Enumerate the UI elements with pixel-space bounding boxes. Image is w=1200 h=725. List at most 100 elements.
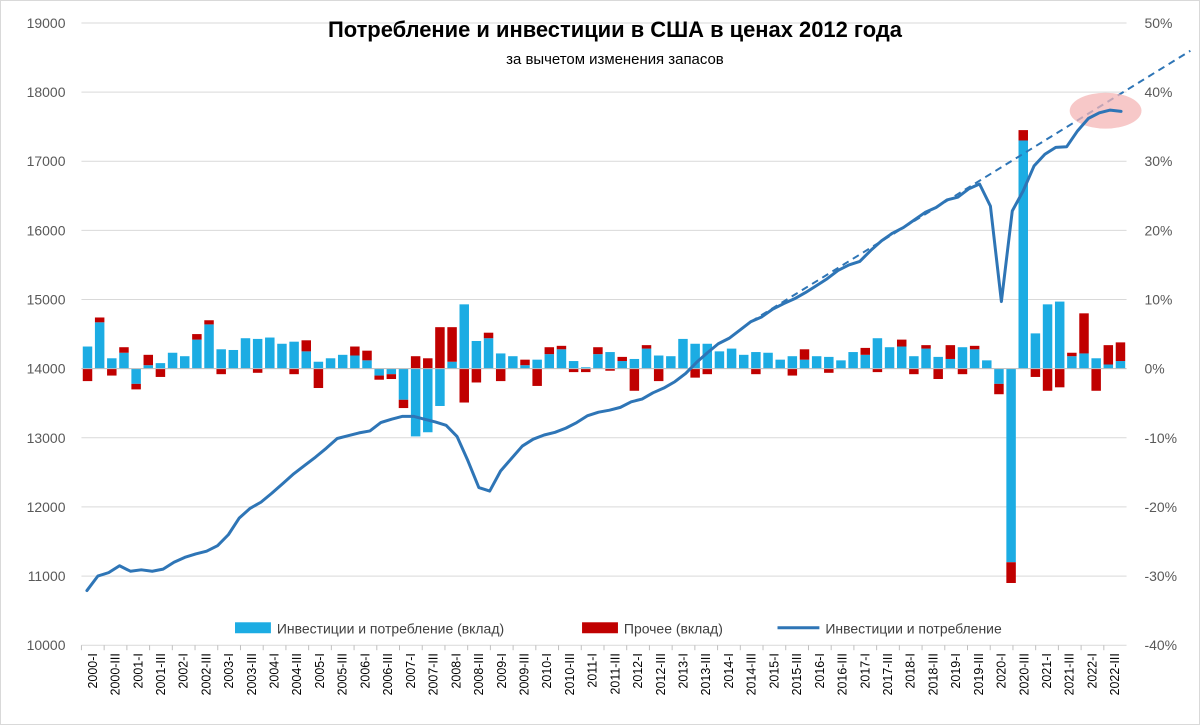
bar-other	[94, 317, 105, 323]
bar-other	[1067, 352, 1077, 357]
bar-other	[1115, 342, 1126, 362]
chart-subtitle: за вычетом изменения запасов	[506, 51, 724, 68]
x-tick-label: 2020-III	[1017, 653, 1031, 695]
bar-other	[896, 339, 907, 347]
bar-invest	[544, 354, 555, 369]
bar-invest	[398, 368, 409, 400]
x-tick-label: 2020-I	[995, 653, 1009, 688]
legend: Инвестиции и потребление (вклад) Прочее …	[235, 620, 1002, 636]
bar-invest	[921, 348, 931, 369]
bar-other	[617, 356, 627, 362]
x-tick-label: 2011-III	[608, 653, 622, 694]
bar-other	[751, 368, 761, 375]
x-tick-label: 2000-III	[109, 653, 123, 695]
bar-invest	[447, 361, 457, 369]
bar-invest	[969, 349, 980, 369]
bar-invest	[957, 347, 968, 369]
bar-invest	[945, 358, 956, 369]
x-tick-label: 2019-I	[949, 653, 963, 688]
bar-invest	[289, 341, 299, 369]
x-tick-label: 2002-III	[199, 653, 213, 695]
bar-other	[605, 368, 615, 371]
bar-invest	[520, 365, 530, 369]
bar-other	[653, 368, 664, 382]
bar-other	[568, 368, 579, 373]
bar-invest	[1079, 353, 1089, 369]
bar-other	[994, 383, 1004, 395]
x-tick-label: 2004-III	[290, 653, 304, 695]
bar-other	[107, 368, 117, 376]
x-tick-label: 2003-III	[245, 653, 259, 695]
bar-invest	[1030, 333, 1041, 369]
left-tick-label: 13000	[27, 430, 66, 446]
gridlines	[81, 22, 1127, 646]
bar-other	[155, 368, 166, 377]
x-tick-label: 2006-I	[358, 653, 372, 688]
bar-invest	[581, 367, 591, 369]
bar-invest	[374, 368, 384, 376]
bar-invest	[568, 361, 579, 369]
bar-invest	[714, 351, 725, 369]
bar-invest	[702, 343, 713, 369]
right-tick-label: 20%	[1144, 222, 1172, 238]
bar-other	[969, 345, 980, 350]
bar-other	[143, 354, 154, 366]
bar-invest	[1054, 301, 1065, 369]
x-tick-label: 2008-III	[472, 653, 486, 695]
bar-invest	[301, 351, 311, 369]
bar-invest	[1067, 356, 1077, 369]
x-tick-label: 2007-I	[404, 653, 418, 688]
bar-other	[921, 345, 931, 349]
bar-invest	[94, 322, 105, 369]
x-tick-label: 2008-I	[449, 653, 463, 688]
bar-invest	[617, 361, 627, 369]
bar-other	[459, 368, 469, 403]
right-tick-label: 40%	[1144, 84, 1172, 100]
bar-other	[204, 320, 214, 325]
bar-invest	[192, 339, 202, 369]
left-tick-label: 16000	[27, 222, 66, 238]
bar-invest	[836, 360, 846, 369]
x-tick-label: 2012-I	[631, 653, 645, 688]
x-tick-label: 2018-I	[904, 653, 918, 688]
right-tick-label: -20%	[1144, 499, 1177, 515]
bar-invest	[556, 349, 567, 369]
x-tick-label: 2011-I	[586, 653, 600, 687]
left-tick-label: 15000	[27, 291, 66, 307]
left-tick-label: 14000	[27, 361, 66, 377]
legend-swatch-other	[582, 622, 618, 634]
bar-invest	[167, 352, 178, 369]
bar-other	[410, 356, 421, 369]
bar-other	[860, 347, 871, 355]
bar-invest	[265, 337, 275, 369]
bar-other	[690, 368, 700, 378]
x-tick-label: 2017-I	[858, 653, 872, 688]
x-tick-label: 2014-III	[745, 653, 759, 695]
right-tick-label: -30%	[1144, 568, 1177, 584]
x-tick-label: 2002-I	[177, 653, 191, 688]
bar-other	[374, 375, 384, 380]
chart-title: Потребление и инвестиции в США в ценах 2…	[328, 17, 903, 42]
x-tick-label: 2016-III	[836, 653, 850, 695]
bar-other	[350, 346, 360, 356]
bar-invest	[179, 356, 190, 369]
bar-invest	[386, 368, 397, 375]
x-tick-label: 2014-I	[722, 653, 736, 688]
trend-line	[750, 49, 1191, 323]
bar-other	[252, 368, 263, 373]
x-tick-label: 2005-I	[313, 653, 327, 688]
legend-swatch-invest	[235, 622, 271, 634]
bar-invest	[1006, 368, 1016, 563]
x-tick-label: 2013-III	[699, 653, 713, 695]
x-tick-label: 2009-I	[495, 653, 509, 688]
left-tick-label: 19000	[27, 15, 66, 31]
bar-invest	[1103, 364, 1114, 369]
bar-invest	[204, 324, 214, 369]
x-tick-label: 2004-I	[268, 653, 282, 688]
bar-invest	[277, 343, 287, 369]
bar-invest	[726, 348, 737, 369]
bar-invest	[824, 356, 834, 369]
x-tick-label: 2018-III	[926, 653, 940, 695]
bar-invest	[896, 346, 907, 369]
bar-invest	[629, 358, 640, 369]
